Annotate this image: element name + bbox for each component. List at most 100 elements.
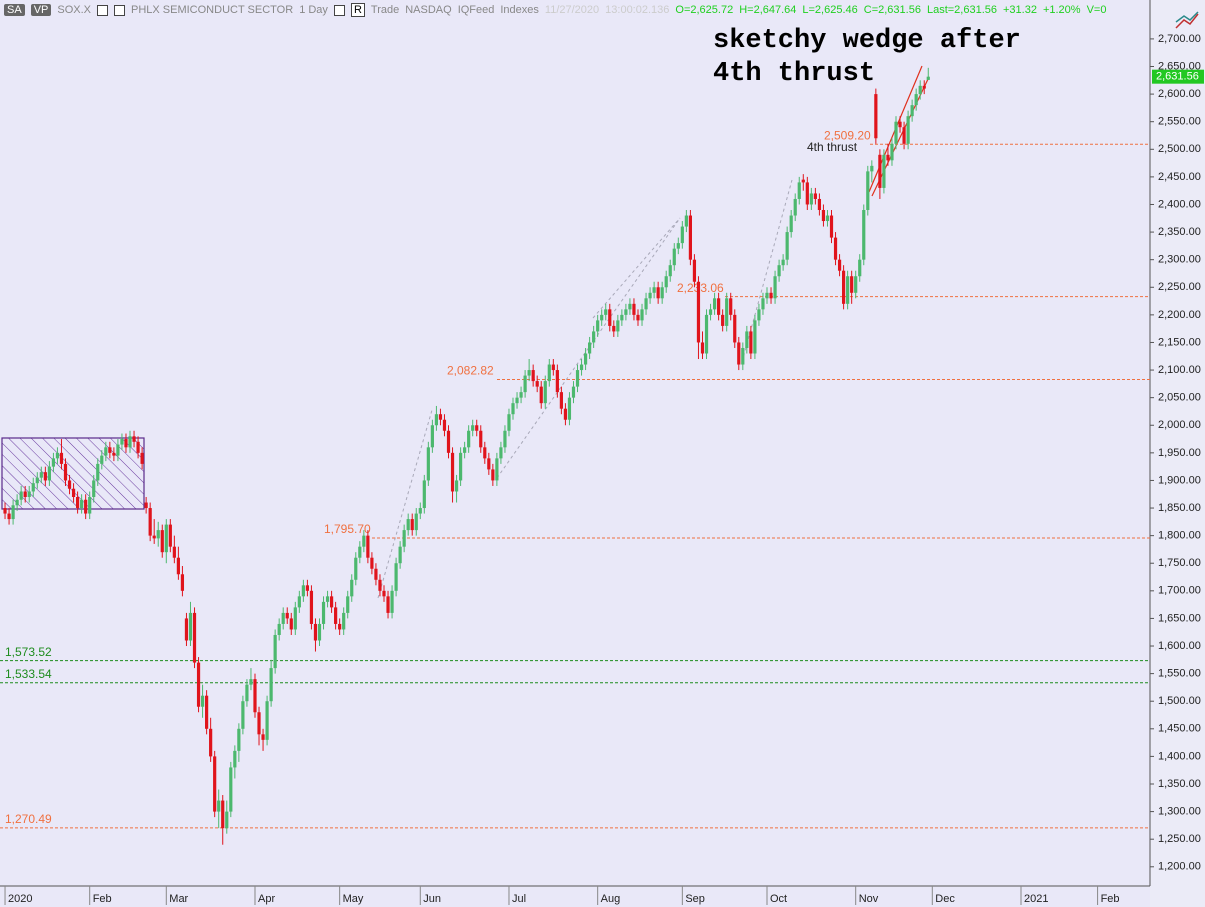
header-bar: SA VP SOX.X PHLX SEMICONDUCT SECTOR 1 Da…: [4, 2, 1106, 18]
candle-body: [596, 320, 600, 332]
candle-body: [386, 596, 390, 613]
candle-body: [829, 215, 834, 238]
candle-body: [789, 215, 793, 233]
candle-body: [338, 623, 342, 630]
x-tick-label: Jun: [423, 893, 441, 905]
candle-body: [499, 447, 503, 459]
x-tick-label: Feb: [1101, 893, 1120, 905]
y-tick-label: 2,550.00: [1158, 116, 1201, 128]
x-tick-label: Aug: [601, 893, 621, 905]
candle-body: [382, 590, 386, 597]
candle-body: [559, 392, 563, 409]
candle-body: [487, 458, 491, 470]
candle-body: [479, 430, 483, 448]
dropdown[interactable]: [97, 4, 108, 16]
quote: +1.20%: [1042, 4, 1081, 16]
candle-body: [571, 386, 576, 398]
r-button[interactable]: R: [350, 3, 365, 17]
candle-body: [31, 483, 35, 492]
annotation-title: sketchy wedge after: [713, 26, 1021, 56]
candle-body: [850, 276, 854, 293]
candle-body: [914, 94, 918, 106]
candle-body: [781, 259, 785, 266]
candle-body: [785, 232, 789, 260]
candle-body: [535, 381, 539, 387]
symbol[interactable]: SOX.X: [57, 4, 91, 16]
candle-body: [757, 309, 761, 321]
dropdown[interactable]: [114, 4, 125, 16]
candle-body: [656, 287, 660, 299]
candle-body: [55, 452, 60, 459]
feed: NASDAQ: [405, 4, 452, 16]
x-tick-label: 2020: [8, 893, 32, 905]
candle-body: [140, 452, 144, 464]
candle-body: [350, 579, 354, 597]
x-tick-label: Dec: [935, 893, 955, 905]
y-tick-label: 1,450.00: [1158, 723, 1201, 735]
last-price-tag: [1152, 69, 1204, 84]
quote: Last=2,631.56: [926, 4, 997, 16]
candle-body: [378, 579, 382, 591]
candle-body: [334, 607, 338, 624]
y-tick-label: 2,500.00: [1158, 143, 1201, 155]
candle-body: [765, 292, 769, 299]
candle-body: [745, 331, 749, 348]
candle-body: [221, 800, 225, 829]
dropdown[interactable]: [333, 4, 345, 16]
y-tick-label: 1,350.00: [1158, 778, 1201, 790]
candle-body: [217, 800, 221, 812]
y-tick-label: 1,550.00: [1158, 668, 1201, 680]
candle-body: [515, 397, 519, 404]
tag[interactable]: SA: [4, 4, 25, 16]
candle-body: [390, 590, 394, 613]
level-label: 2,509.20: [824, 128, 871, 142]
y-tick-label: 1,500.00: [1158, 695, 1201, 707]
candle-body: [213, 756, 217, 812]
candle-body: [563, 408, 568, 420]
candle-body: [696, 281, 701, 343]
candle-body: [575, 370, 580, 387]
candle-body: [749, 331, 753, 354]
y-tick-label: 2,700.00: [1158, 33, 1201, 45]
candle-body: [233, 750, 237, 768]
candle-body: [7, 513, 11, 520]
y-tick-label: 2,450.00: [1158, 171, 1201, 183]
x-tick-label: Apr: [258, 893, 275, 905]
candle-body: [148, 508, 152, 536]
candle-body: [821, 210, 826, 222]
candle-body: [926, 76, 930, 80]
candle-body: [777, 265, 781, 277]
candle-body: [104, 447, 108, 456]
candle-body: [737, 342, 741, 365]
candle-body: [825, 215, 830, 222]
level-label: 1,795.70: [324, 522, 371, 536]
candle-body: [196, 662, 201, 707]
candle-body: [833, 237, 838, 260]
interval[interactable]: 1 Day: [299, 4, 328, 16]
candle-body: [156, 530, 160, 539]
candle-body: [144, 502, 148, 509]
candle-body: [205, 695, 209, 729]
candle-body: [27, 491, 31, 498]
candle-body: [200, 695, 205, 707]
candle-body: [761, 298, 765, 310]
candle-body: [725, 298, 729, 326]
y-tick-label: 1,600.00: [1158, 640, 1201, 652]
y-tick-label: 2,400.00: [1158, 198, 1201, 210]
candle-body: [918, 85, 922, 95]
candle-body: [297, 596, 301, 608]
candle-body: [293, 607, 297, 630]
candle-body: [176, 557, 180, 575]
candle-body: [168, 524, 172, 547]
y-tick-label: 1,750.00: [1158, 557, 1201, 569]
quote: +31.32: [1003, 4, 1037, 16]
candle-body: [862, 210, 866, 260]
candle-body: [88, 497, 92, 514]
candle-body: [309, 590, 314, 624]
candle-body: [672, 248, 676, 266]
tag[interactable]: VP: [30, 4, 52, 16]
candle-body: [398, 546, 402, 564]
feed: Trade: [370, 4, 400, 16]
candle-body: [922, 85, 926, 89]
